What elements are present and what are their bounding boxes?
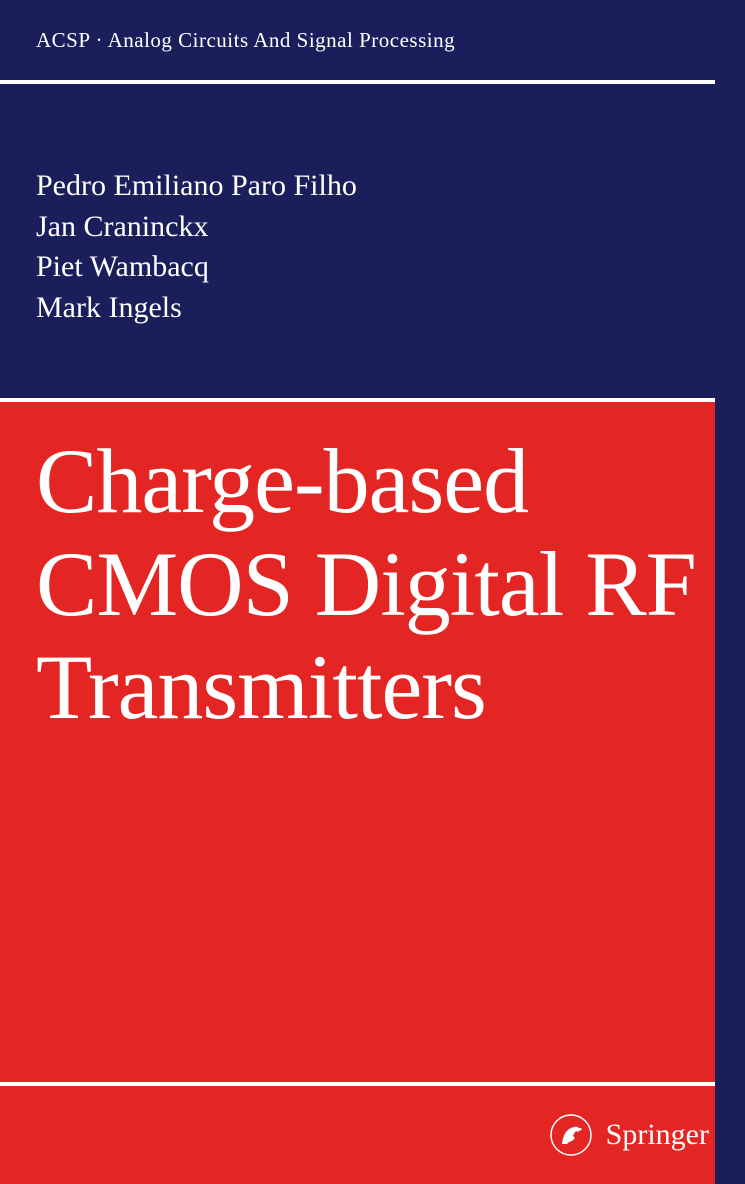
publisher-band: Springer [0, 1086, 745, 1184]
title-band: Charge-based CMOS Digital RF Transmitter… [0, 402, 745, 1084]
series-label: ACSP · Analog Circuits And Signal Proces… [36, 28, 455, 53]
publisher-wrap: Springer [550, 1114, 709, 1156]
publisher-name: Springer [606, 1118, 709, 1152]
springer-horse-icon [550, 1114, 592, 1156]
right-border-stripe [715, 0, 745, 1184]
authors-band: Pedro Emiliano Paro Filho Jan Craninckx … [0, 84, 745, 400]
author-name: Jan Craninckx [36, 207, 745, 248]
author-name: Pedro Emiliano Paro Filho [36, 166, 745, 207]
series-band: ACSP · Analog Circuits And Signal Proces… [0, 0, 745, 82]
book-cover: ACSP · Analog Circuits And Signal Proces… [0, 0, 745, 1184]
author-name: Mark Ingels [36, 288, 745, 329]
author-name: Piet Wambacq [36, 247, 745, 288]
book-title: Charge-based CMOS Digital RF Transmitter… [36, 430, 745, 739]
